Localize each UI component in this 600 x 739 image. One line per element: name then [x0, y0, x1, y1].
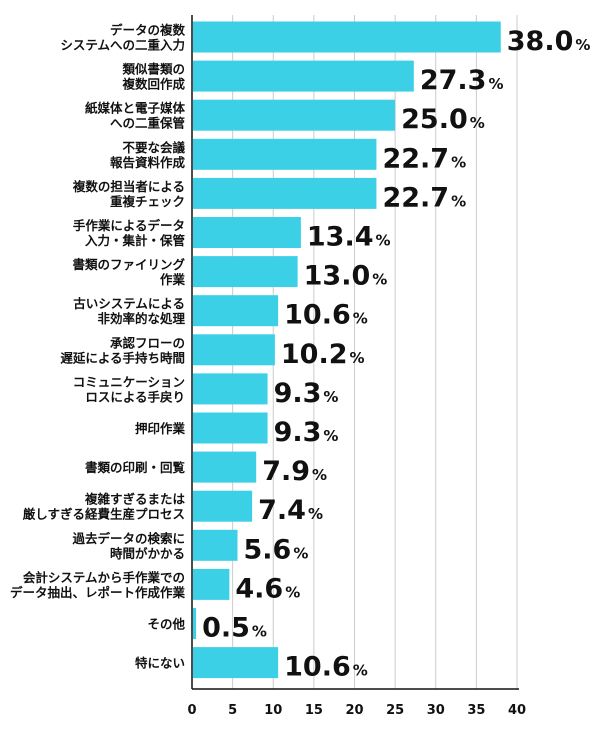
- category-label: 厳しすぎる経費生産プロセス: [23, 507, 185, 522]
- category-label: 不要な会議: [122, 140, 185, 155]
- category-label: 遅延による手持ち時間: [60, 350, 185, 365]
- x-tick-label: 15: [305, 703, 323, 718]
- bar: [193, 412, 268, 444]
- value-label: 7.9%: [262, 456, 327, 487]
- category-label: 複雑すぎるまたは: [84, 492, 186, 507]
- category-label: 特にない: [135, 656, 185, 671]
- category-label: 承認フローの: [110, 335, 185, 350]
- category-label: ロスによる手戻り: [85, 389, 185, 404]
- category-label: 時間がかかる: [110, 546, 185, 561]
- bar: [193, 451, 257, 483]
- value-label: 5.6%: [244, 534, 309, 565]
- bar: [193, 490, 253, 522]
- value-label: 10.6%: [284, 652, 368, 683]
- category-label: 過去データの検索に: [71, 531, 185, 546]
- category-label: 重複チェック: [110, 194, 185, 209]
- value-label: 22.7%: [382, 143, 466, 174]
- bar: [193, 21, 501, 53]
- value-label: 10.2%: [281, 339, 365, 370]
- category-label: 押印作業: [135, 421, 186, 436]
- bar: [193, 334, 275, 366]
- bar: [193, 217, 301, 248]
- category-label: 入力・集計・保管: [85, 233, 185, 248]
- category-label: 報告資料作成: [110, 155, 186, 170]
- category-label: その他: [147, 617, 185, 632]
- category-label: コミュニケーション: [73, 374, 185, 389]
- value-label: 13.4%: [307, 222, 391, 253]
- x-tick-label: 0: [187, 703, 196, 718]
- category-label: への二重保管: [110, 116, 185, 131]
- value-label: 27.3%: [420, 65, 504, 96]
- x-tick-label: 5: [228, 703, 237, 718]
- value-label: 4.6%: [235, 573, 300, 604]
- bar: [193, 60, 414, 92]
- value-label: 7.4%: [258, 495, 323, 526]
- category-label: 書類の印刷・回覧: [85, 460, 186, 475]
- bar: [193, 295, 279, 327]
- bar: [193, 647, 279, 679]
- category-label: 紙媒体と電子媒体: [85, 101, 186, 116]
- x-axis: 0 5 10 15 20 25 30 35 40: [187, 15, 526, 718]
- bar: [193, 608, 197, 639]
- value-label: 13.0%: [304, 261, 388, 292]
- value-label: 9.3%: [274, 378, 339, 409]
- bar: [193, 99, 396, 131]
- category-label: 手作業によるデータ: [73, 218, 185, 233]
- category-label: 複数回作成: [121, 77, 185, 92]
- x-tick-label: 40: [508, 703, 526, 718]
- bars: [193, 21, 501, 679]
- value-label: 22.7%: [382, 182, 466, 213]
- value-label: 0.5%: [202, 613, 267, 644]
- bar: [193, 373, 268, 405]
- bar: [193, 568, 230, 600]
- value-label: 38.0%: [507, 26, 591, 57]
- x-tick-label: 10: [264, 703, 282, 718]
- bar: [193, 177, 377, 209]
- bar: [193, 256, 298, 288]
- category-label: 作業: [160, 272, 186, 287]
- category-label: 類似書類の: [121, 62, 185, 77]
- value-labels: 38.0 %27.3 % 25.0 % 22.7 % 22.7 % 13.4 % 13.0 % 10.6%…: [202, 26, 590, 683]
- x-tick-label: 20: [345, 703, 363, 718]
- category-label: 古いシステムによる: [73, 296, 185, 311]
- x-tick-label: 35: [467, 703, 485, 718]
- bar: [193, 138, 377, 170]
- category-label: データの複数: [110, 23, 186, 38]
- category-label: 複数の担当者による: [72, 179, 185, 194]
- x-tick-label: 25: [386, 703, 404, 718]
- bar: [193, 529, 238, 561]
- value-label: 9.3%: [274, 417, 339, 448]
- value-label: 25.0%: [401, 104, 485, 135]
- category-label: 非効率的な処理: [97, 311, 185, 326]
- category-labels: データの複数システムへの二重入力類似書類の複数回作成紙媒体と電子媒体への二重保管…: [10, 23, 186, 671]
- category-label: 会計システムから手作業での: [23, 570, 185, 585]
- category-label: データ抽出、レポート作成作業: [10, 585, 186, 600]
- category-label: 書類のファイリング: [72, 257, 185, 272]
- x-tick-label: 30: [427, 703, 445, 718]
- category-label: システムへの二重入力: [60, 38, 185, 53]
- value-label: 10.6%: [284, 300, 368, 331]
